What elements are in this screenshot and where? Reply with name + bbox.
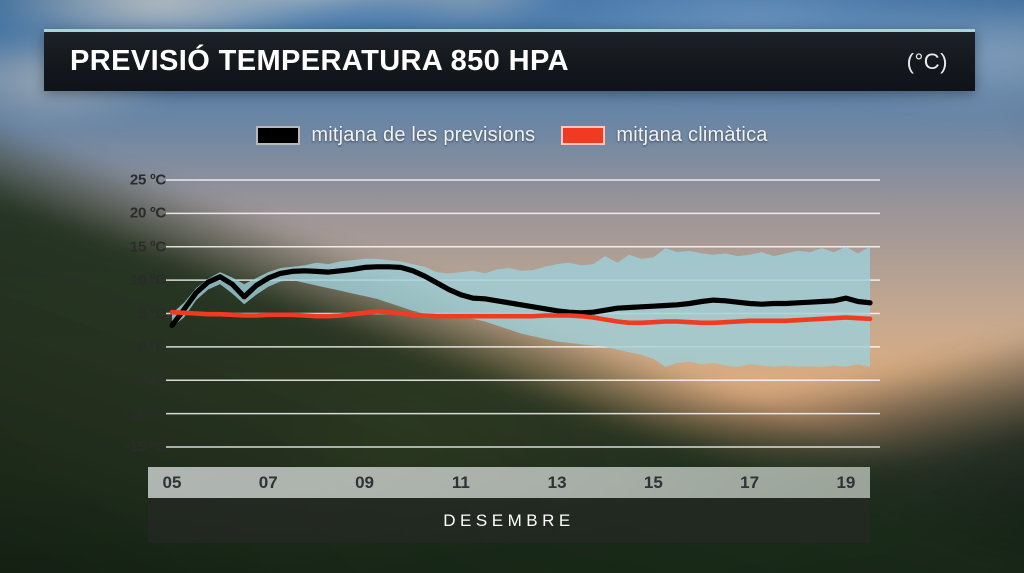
x-axis-tick: 15 xyxy=(643,472,663,492)
y-axis-tick: 20 ºC xyxy=(129,204,166,222)
x-axis-tick: 19 xyxy=(836,472,856,492)
chart-legend: mitjana de les previsions mitjana climàti… xyxy=(0,124,1024,147)
legend-item-climatic-mean[interactable]: mitjana climàtica xyxy=(561,124,767,147)
series-line-forecast-mean xyxy=(169,264,873,329)
month-label: DESEMBRE xyxy=(443,510,575,530)
legend-swatch-climatic-mean xyxy=(561,126,606,145)
x-axis-tick: 05 xyxy=(162,472,182,492)
y-axis-tick: -5 ºC xyxy=(133,371,166,389)
y-axis-tick: 5 ºC xyxy=(137,305,166,322)
y-axis-tick: 0 ºC xyxy=(137,338,166,356)
y-axis-tick: 15 ºC xyxy=(129,238,166,256)
x-axis-tick: 13 xyxy=(547,472,567,492)
legend-label-forecast-mean: mitjana de les previsions xyxy=(311,124,536,146)
legend-item-forecast-mean[interactable]: mitjana de les previsions xyxy=(256,124,535,147)
unit-label: (°C) xyxy=(906,48,948,74)
title-bar: PREVISIÓ TEMPERATURA 850 HPA (°C) xyxy=(44,29,975,91)
x-axis: 05 07 09 11 13 15 17 19 xyxy=(148,467,870,498)
x-axis-tick: 09 xyxy=(355,472,375,492)
x-axis-tick: 17 xyxy=(740,472,760,492)
x-axis-tick: 11 xyxy=(451,472,470,492)
y-axis-tick: 10 ºC xyxy=(129,271,166,289)
series-line-climatic-mean xyxy=(169,309,873,326)
page-title: PREVISIÓ TEMPERATURA 850 HPA xyxy=(70,45,569,77)
legend-label-climatic-mean: mitjana climàtica xyxy=(616,124,768,146)
y-axis: 25 ºC 20 ºC 15 ºC 10 ºC 5 ºC 0 ºC -5 ºC -10 ºC -… xyxy=(0,0,166,573)
y-axis-tick: 25 ºC xyxy=(129,171,166,189)
y-axis-tick: -15 ºC xyxy=(125,438,166,456)
month-band: DESEMBRE xyxy=(148,498,870,543)
legend-swatch-forecast-mean xyxy=(256,126,301,145)
x-axis-tick: 07 xyxy=(258,472,278,492)
y-axis-tick: -10 ºC xyxy=(125,405,166,423)
